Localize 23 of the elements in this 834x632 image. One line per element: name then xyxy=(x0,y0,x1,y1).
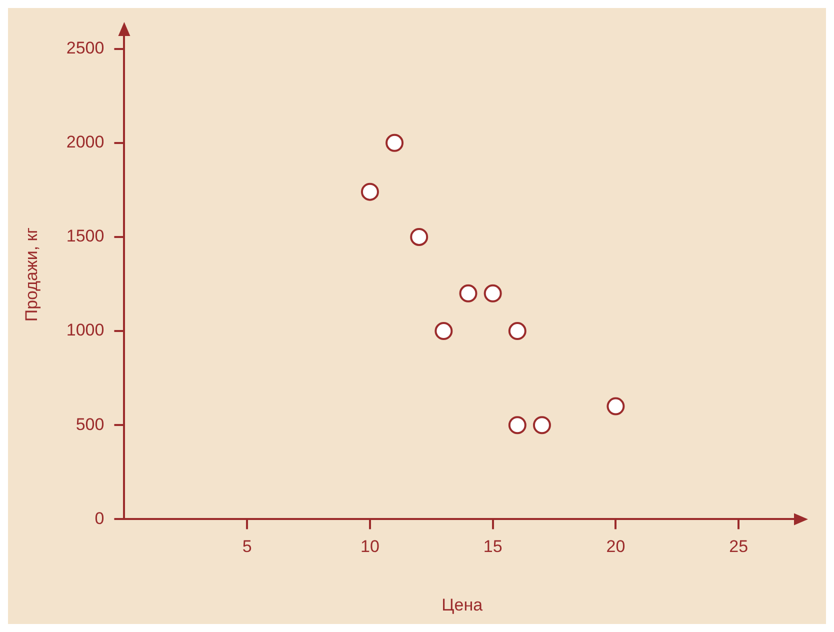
y-tick-label: 2500 xyxy=(66,38,104,58)
y-tick-label: 2000 xyxy=(66,132,104,152)
point xyxy=(508,416,526,434)
y-tick-label: 1000 xyxy=(66,320,104,340)
y-tick-label: 500 xyxy=(76,414,104,434)
point xyxy=(410,228,428,246)
x-tick-label: 15 xyxy=(483,537,502,556)
point xyxy=(508,322,526,340)
point xyxy=(532,416,551,434)
x-axis-title: Цена xyxy=(442,595,484,614)
point xyxy=(360,182,379,201)
y-axis-title: Продажи, кг xyxy=(22,228,41,322)
point xyxy=(459,284,478,302)
y-tick-label: 1500 xyxy=(66,226,104,246)
x-tick-label: 25 xyxy=(729,537,748,556)
y-tick-label: 0 xyxy=(94,508,104,528)
x-tick-label: 10 xyxy=(360,537,380,556)
point xyxy=(386,134,404,152)
x-tick-label: 20 xyxy=(606,537,626,556)
point xyxy=(434,322,453,340)
point xyxy=(484,284,502,302)
point xyxy=(606,397,625,416)
x-tick-label: 5 xyxy=(242,537,252,556)
